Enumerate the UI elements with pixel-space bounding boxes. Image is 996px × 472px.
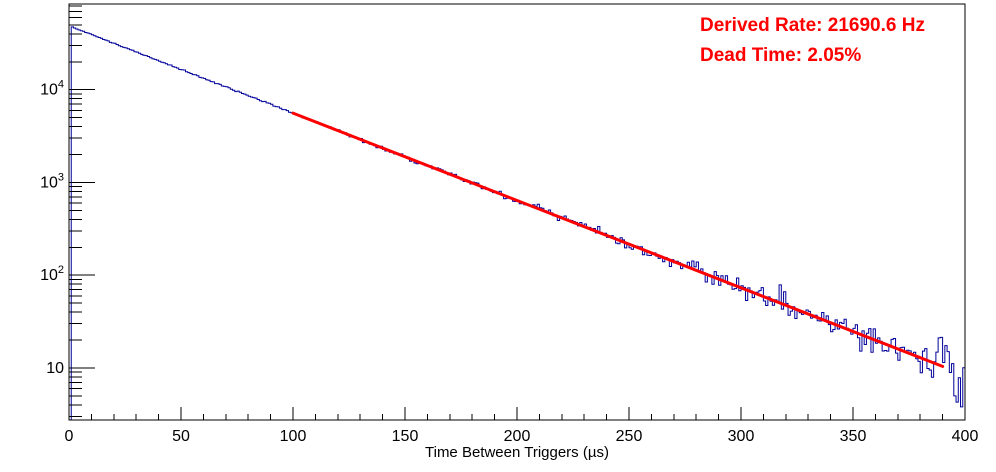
x-axis-tick-label: 250 xyxy=(616,428,643,445)
x-axis-title: Time Between Triggers (µs) xyxy=(425,444,609,461)
fit-line xyxy=(291,111,945,368)
x-axis-tick-label: 50 xyxy=(172,428,190,445)
x-axis-tick-label: 200 xyxy=(504,428,531,445)
x-axis-tick-label: 100 xyxy=(280,428,307,445)
y-axis-tick-label: 103 xyxy=(40,172,64,192)
y-axis-tick-label: 10 xyxy=(46,360,64,377)
x-axis-tick-label: 400 xyxy=(952,428,979,445)
x-axis-tick-label: 350 xyxy=(840,428,867,445)
histogram-series-path xyxy=(69,26,965,421)
x-axis-tick-label: 0 xyxy=(65,428,74,445)
y-axis-tick-label: 102 xyxy=(40,264,64,284)
y-axis-tick-label: 104 xyxy=(40,79,64,99)
x-axis-tick-label: 300 xyxy=(728,428,755,445)
plot-frame xyxy=(68,3,966,421)
x-axis-tick-label: 150 xyxy=(392,428,419,445)
